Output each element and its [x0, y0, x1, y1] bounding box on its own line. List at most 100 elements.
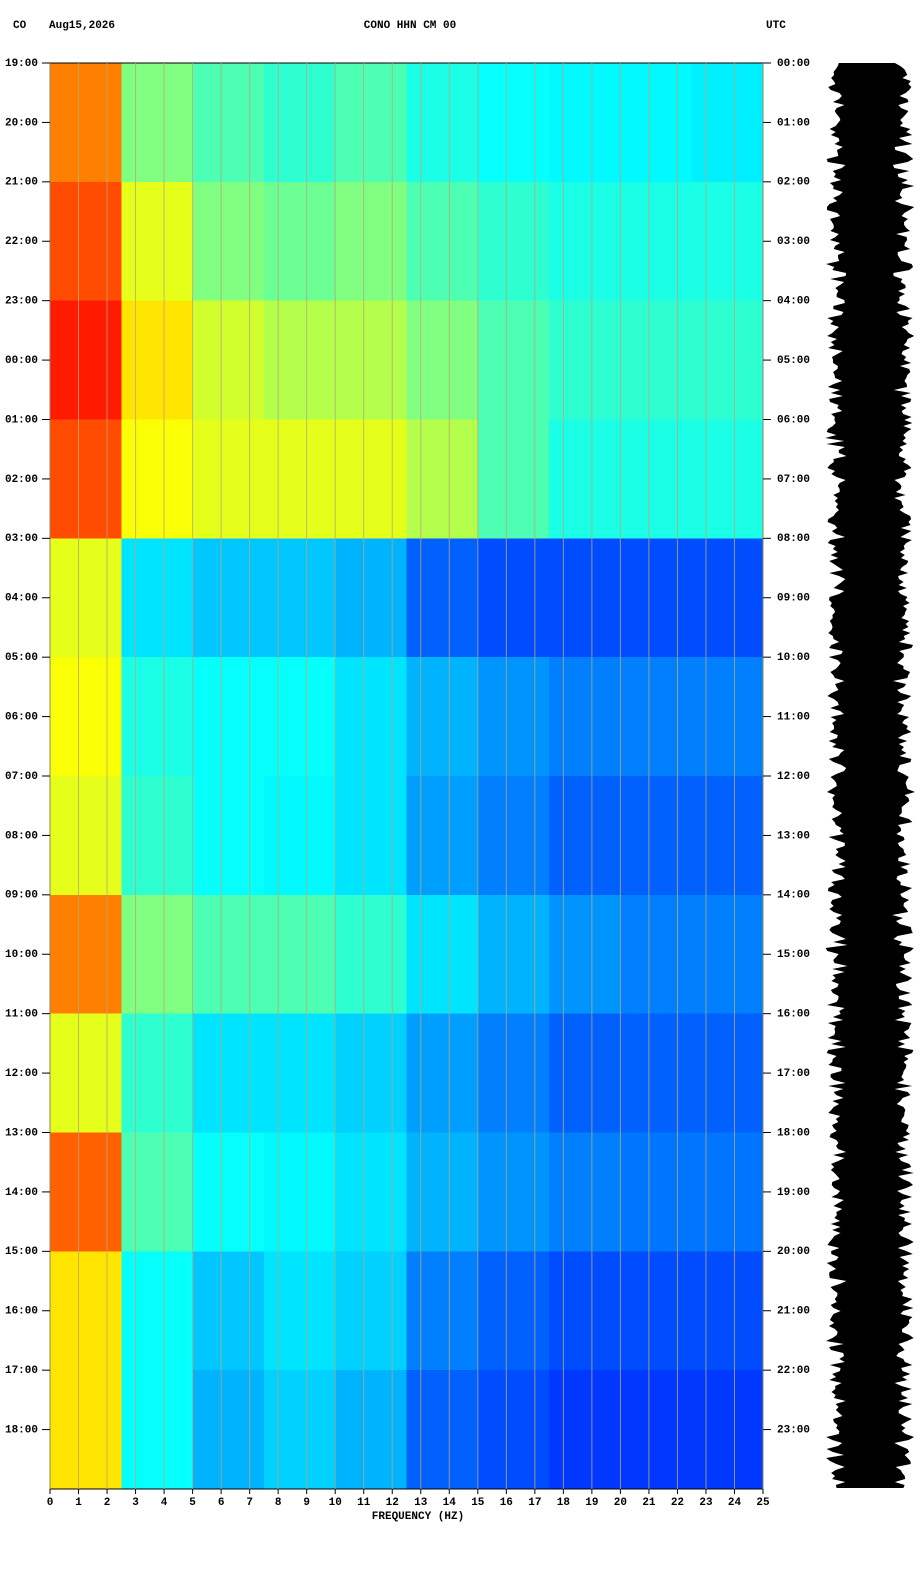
x-tick-label: 20 [614, 1497, 627, 1509]
y2-tick-label: 22:00 [777, 1365, 810, 1377]
y2-tick-label: 13:00 [777, 830, 810, 842]
spectrogram-cell [50, 1132, 122, 1252]
x-tick-label: 10 [329, 1497, 342, 1509]
spectrogram-cell [192, 1370, 264, 1489]
spectrogram-cell [121, 1013, 193, 1133]
spectrogram-cell [406, 776, 478, 895]
y-tick-label: 06:00 [5, 711, 38, 723]
spectrogram-cell [50, 1013, 122, 1133]
spectrogram-cell [121, 894, 193, 1014]
spectrogram-cell [691, 300, 763, 420]
spectrogram-cell [477, 1370, 550, 1489]
spectrogram-cell [406, 181, 478, 301]
y-tick-label: 15:00 [5, 1246, 38, 1258]
spectrogram-cell [620, 538, 692, 658]
spectrogram-cell [335, 300, 407, 420]
spectrogram-cell [406, 1013, 478, 1133]
spectrogram-cell [335, 1013, 407, 1133]
y-tick-label: 10:00 [5, 949, 38, 961]
spectrogram-cell [263, 63, 336, 182]
y2-tick-label: 19:00 [777, 1187, 810, 1199]
spectrogram-cell [50, 894, 122, 1014]
y-tick-label: 00:00 [5, 355, 38, 367]
spectrogram-cell [335, 181, 407, 301]
y2-tick-label: 15:00 [777, 949, 810, 961]
spectrogram-cell [335, 63, 407, 182]
spectrogram-cell [192, 894, 264, 1014]
spectrogram-cell [192, 181, 264, 301]
spectrogram-cell [691, 419, 763, 539]
spectrogram-cell [121, 538, 193, 658]
spectrogram-cell [406, 894, 478, 1014]
spectrogram-cell [620, 1251, 692, 1371]
spectrogram-cell [620, 1370, 692, 1489]
spectrogram-cell [406, 300, 478, 420]
spectrogram-cell [263, 419, 336, 539]
spectrogram-cell [121, 1370, 193, 1489]
spectrogram-cell [620, 419, 692, 539]
spectrogram-cell [620, 300, 692, 420]
spectrogram-cell [121, 419, 193, 539]
spectrogram-cell [335, 894, 407, 1014]
spectrogram-cell [477, 1251, 550, 1371]
x-tick-label: 1 [75, 1497, 82, 1509]
spectrogram-cell [691, 1251, 763, 1371]
y-tick-label: 23:00 [5, 296, 38, 308]
x-tick-label: 11 [357, 1497, 371, 1509]
spectrogram-cell [406, 63, 478, 182]
y2-tick-label: 11:00 [777, 711, 810, 723]
x-tick-label: 4 [161, 1497, 168, 1509]
y2-tick-label: 18:00 [777, 1127, 810, 1139]
x-tick-label: 22 [671, 1497, 684, 1509]
spectrogram-cell [549, 657, 621, 776]
y-tick-label: 16:00 [5, 1306, 38, 1318]
spectrogram-cell [192, 538, 264, 658]
y2-tick-label: 09:00 [777, 593, 810, 605]
y-tick-label: 13:00 [5, 1127, 38, 1139]
spectrogram-cell [192, 300, 264, 420]
x-tick-label: 24 [728, 1497, 742, 1509]
spectrogram-cell [50, 657, 122, 776]
y2-tick-label: 03:00 [777, 236, 810, 248]
y2-tick-label: 12:00 [777, 771, 810, 783]
y-tick-label: 05:00 [5, 652, 38, 664]
chart-title: CONO HHN CM 00 [364, 20, 456, 32]
spectrogram-cell [406, 1132, 478, 1252]
spectrogram-cell [620, 181, 692, 301]
spectrogram-cell [335, 1251, 407, 1371]
spectrogram-cell [192, 1132, 264, 1252]
spectrogram-cell [691, 776, 763, 895]
y-tick-label: 17:00 [5, 1365, 38, 1377]
y-tick-label: 09:00 [5, 890, 38, 902]
spectrogram-cell [335, 657, 407, 776]
spectrogram-cell [263, 894, 336, 1014]
spectrogram-cell [263, 1013, 336, 1133]
y2-tick-label: 05:00 [777, 355, 810, 367]
spectrogram-cell [549, 776, 621, 895]
spectrogram-cell [477, 894, 550, 1014]
spectrogram-cell [50, 181, 122, 301]
spectrogram-cell [620, 1013, 692, 1133]
x-tick-label: 25 [756, 1497, 770, 1509]
x-tick-label: 6 [218, 1497, 225, 1509]
y2-tick-label: 21:00 [777, 1306, 810, 1318]
x-tick-label: 23 [699, 1497, 713, 1509]
spectrogram-cell [263, 300, 336, 420]
spectrogram-cell [335, 419, 407, 539]
spectrogram-cell [335, 776, 407, 895]
x-tick-label: 2 [104, 1497, 111, 1509]
y-tick-label: 02:00 [5, 474, 38, 486]
spectrogram-cell [549, 1370, 621, 1489]
spectrogram-cell [121, 776, 193, 895]
y2-tick-label: 02:00 [777, 177, 810, 189]
x-tick-label: 0 [47, 1497, 54, 1509]
y-tick-label: 01:00 [5, 414, 38, 426]
x-tick-label: 8 [275, 1497, 282, 1509]
spectrogram-cell [477, 1013, 550, 1133]
spectrogram-cell [50, 63, 122, 182]
spectrogram-cell [691, 63, 763, 182]
spectrogram-cell [192, 1251, 264, 1371]
spectrogram-cell [263, 657, 336, 776]
